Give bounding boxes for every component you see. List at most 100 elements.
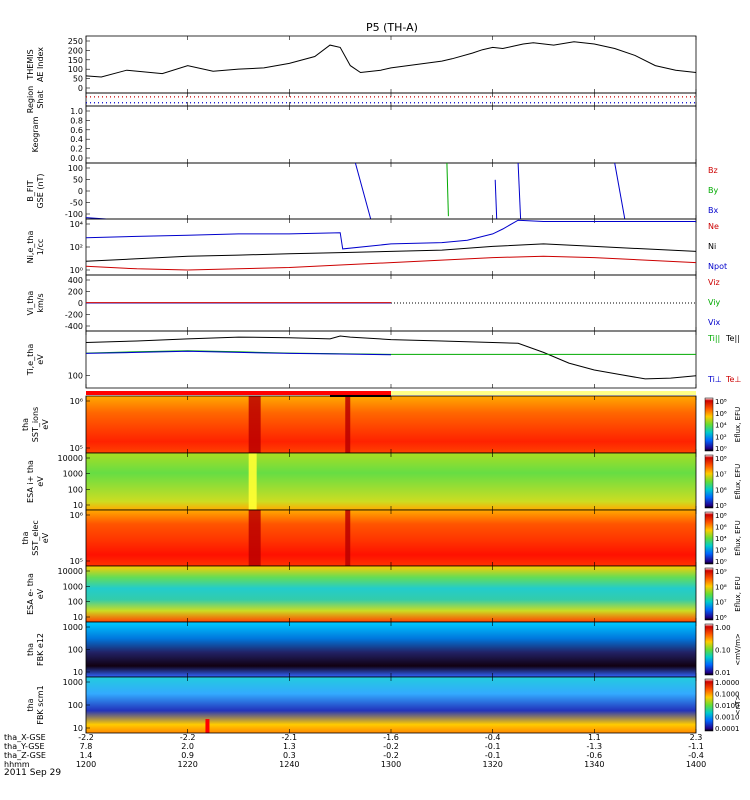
- colorbar-esae: [704, 567, 714, 621]
- legend-entry: Viy: [708, 298, 721, 307]
- legend-entry: Ti⊥: [707, 375, 722, 384]
- cbar-tick: 10⁰: [715, 558, 727, 566]
- time-tick-label: 1320: [482, 760, 502, 769]
- cbar-tick: 10⁶: [715, 486, 727, 494]
- time-tick-label: 2.3: [690, 733, 703, 742]
- ylabel-sste: eV: [41, 532, 50, 543]
- y-tick-label: 0.8: [70, 116, 83, 125]
- y-tick-label: 150: [68, 56, 83, 65]
- y-tick-label: 10⁴: [70, 220, 83, 229]
- legend-entry: Ti||: [707, 334, 720, 343]
- legend-entry: Te||: [725, 334, 740, 343]
- legend-entry: Ni: [708, 242, 716, 251]
- cbar-tick: 10⁸: [715, 512, 727, 520]
- colorbar-fbks: [704, 678, 714, 732]
- time-tick-label: 1200: [76, 760, 96, 769]
- y-tick-label: 10²: [70, 243, 83, 252]
- legend-entry: Viz: [708, 278, 720, 287]
- legend-entry: Bz: [708, 166, 718, 175]
- y-tick-label: 0.2: [70, 145, 83, 154]
- legend-entry: Vix: [708, 318, 721, 327]
- cbar-tick: 1.00: [715, 624, 731, 632]
- time-tick-label: 1.1: [588, 733, 601, 742]
- time-tick-label: 1220: [177, 760, 197, 769]
- cbar-tick: 10⁴: [715, 535, 727, 543]
- time-tick-label: -0.1: [485, 742, 501, 751]
- panel-bfit: B_FIT GSE (nT) 100 50 0 -50 -100 Bz By Bx: [26, 162, 718, 220]
- cbar-tick: 0.10: [715, 647, 731, 655]
- y-tick-label: 0: [78, 299, 83, 308]
- cbar-tick: 10⁷: [715, 471, 727, 479]
- ylabel-ssti: SST_ions: [31, 407, 40, 442]
- ylabel-esae: ESA e- tha: [26, 573, 35, 615]
- ylabel-ssti: tha: [21, 418, 30, 431]
- y-tick-label: 10⁵: [70, 444, 83, 453]
- y-tick-label: 400: [68, 276, 83, 285]
- colorbar-esai: [704, 454, 714, 509]
- ylabel-ae: AE Index: [36, 47, 45, 82]
- ylabel-velocity: km/s: [36, 293, 45, 312]
- heatmap-esai: [86, 453, 696, 510]
- cbar-tick: 10⁷: [715, 599, 727, 607]
- y-tick-label: 100: [68, 646, 83, 655]
- y-tick-label: 10⁵: [70, 557, 83, 566]
- y-tick-label: 10⁶: [70, 397, 83, 406]
- y-tick-label: 10000: [58, 454, 83, 463]
- panel-fbks: tha FBK scm1 1.0000 0.1000 0.0100 0.0010 0.000…: [26, 676, 742, 734]
- ylabel-ae: THEMIS: [26, 49, 35, 80]
- panel-border: [85, 162, 697, 220]
- heatmap-sste: [86, 510, 696, 566]
- streak: [248, 453, 257, 510]
- ylabel-fbke: tha: [26, 643, 35, 656]
- y-tick-label: 0.0: [70, 154, 83, 163]
- ylabel-sste: SST_elec: [31, 520, 40, 556]
- cbar-tick: 10⁹: [715, 568, 727, 576]
- time-tick-label: 1.3: [283, 742, 296, 751]
- time-tick-label: 1300: [381, 760, 401, 769]
- panel-sste: tha SST_elec eV 10⁸ 10⁶ 10⁴ 10² 10⁰ Eflux, EFU 10…: [21, 509, 742, 567]
- y-tick-label: 0.6: [70, 126, 83, 135]
- ylabel-sste: tha: [21, 531, 30, 544]
- ylabel-bfit: GSE (nT): [36, 173, 45, 208]
- ylabel-esai: eV: [36, 476, 45, 487]
- cbar-label: <nT>: [734, 695, 742, 716]
- y-tick-label: 50: [73, 75, 83, 84]
- legend-entry: Ne: [708, 222, 719, 231]
- y-tick-label: -100: [65, 210, 83, 219]
- ylabel-fbke: FBK e12: [36, 633, 45, 666]
- y-tick-label: 10: [73, 668, 83, 677]
- series-line-temp: [85, 350, 392, 356]
- panel-fbke: tha FBK e12 1.00 0.10 0.01<mV/m> 1000 100 10: [26, 621, 742, 678]
- time-tick-label: -0.1: [485, 751, 501, 760]
- streak: [205, 719, 210, 733]
- legend-entry: Bx: [708, 206, 718, 215]
- legend-entry: By: [708, 186, 718, 195]
- y-tick-label: 10⁰: [70, 266, 83, 275]
- y-tick-label: -50: [70, 199, 83, 208]
- y-tick-label: 250: [68, 37, 83, 46]
- series-line-bfit: [614, 162, 626, 220]
- time-row-label: tha_Y-GSE: [4, 742, 45, 751]
- y-tick-label: 100: [68, 371, 83, 380]
- time-tick-label: -2.2: [180, 733, 196, 742]
- time-tick-label: 1340: [584, 760, 604, 769]
- ylabel-density: Ni,e_tha: [26, 231, 35, 264]
- colorbar-sste: [704, 511, 714, 565]
- y-tick-label: 10000: [58, 567, 83, 576]
- ylabel-fbks: tha: [26, 698, 35, 711]
- time-row-label: tha_X-GSE: [4, 733, 46, 742]
- streak: [345, 396, 351, 453]
- y-tick-label: 100: [68, 65, 83, 74]
- time-tick-label: -1.6: [383, 733, 399, 742]
- cbar-tick: 0.0100: [715, 702, 740, 710]
- time-tick-label: -1.3: [587, 742, 603, 751]
- mode-bar-yellow: [391, 391, 696, 395]
- series-line-density: [85, 219, 696, 250]
- y-tick-label: 200: [68, 46, 83, 55]
- panel-border: [85, 35, 697, 94]
- panel-velocity: Vi_tha km/s 400 200 0 -200 -400 Viz Viy Vix: [26, 274, 721, 332]
- y-tick-label: 50: [73, 176, 83, 185]
- y-tick-label: 1.0: [70, 107, 83, 116]
- cbar-tick: 1.0000: [715, 679, 740, 687]
- ylabel-region: Region: [26, 86, 35, 113]
